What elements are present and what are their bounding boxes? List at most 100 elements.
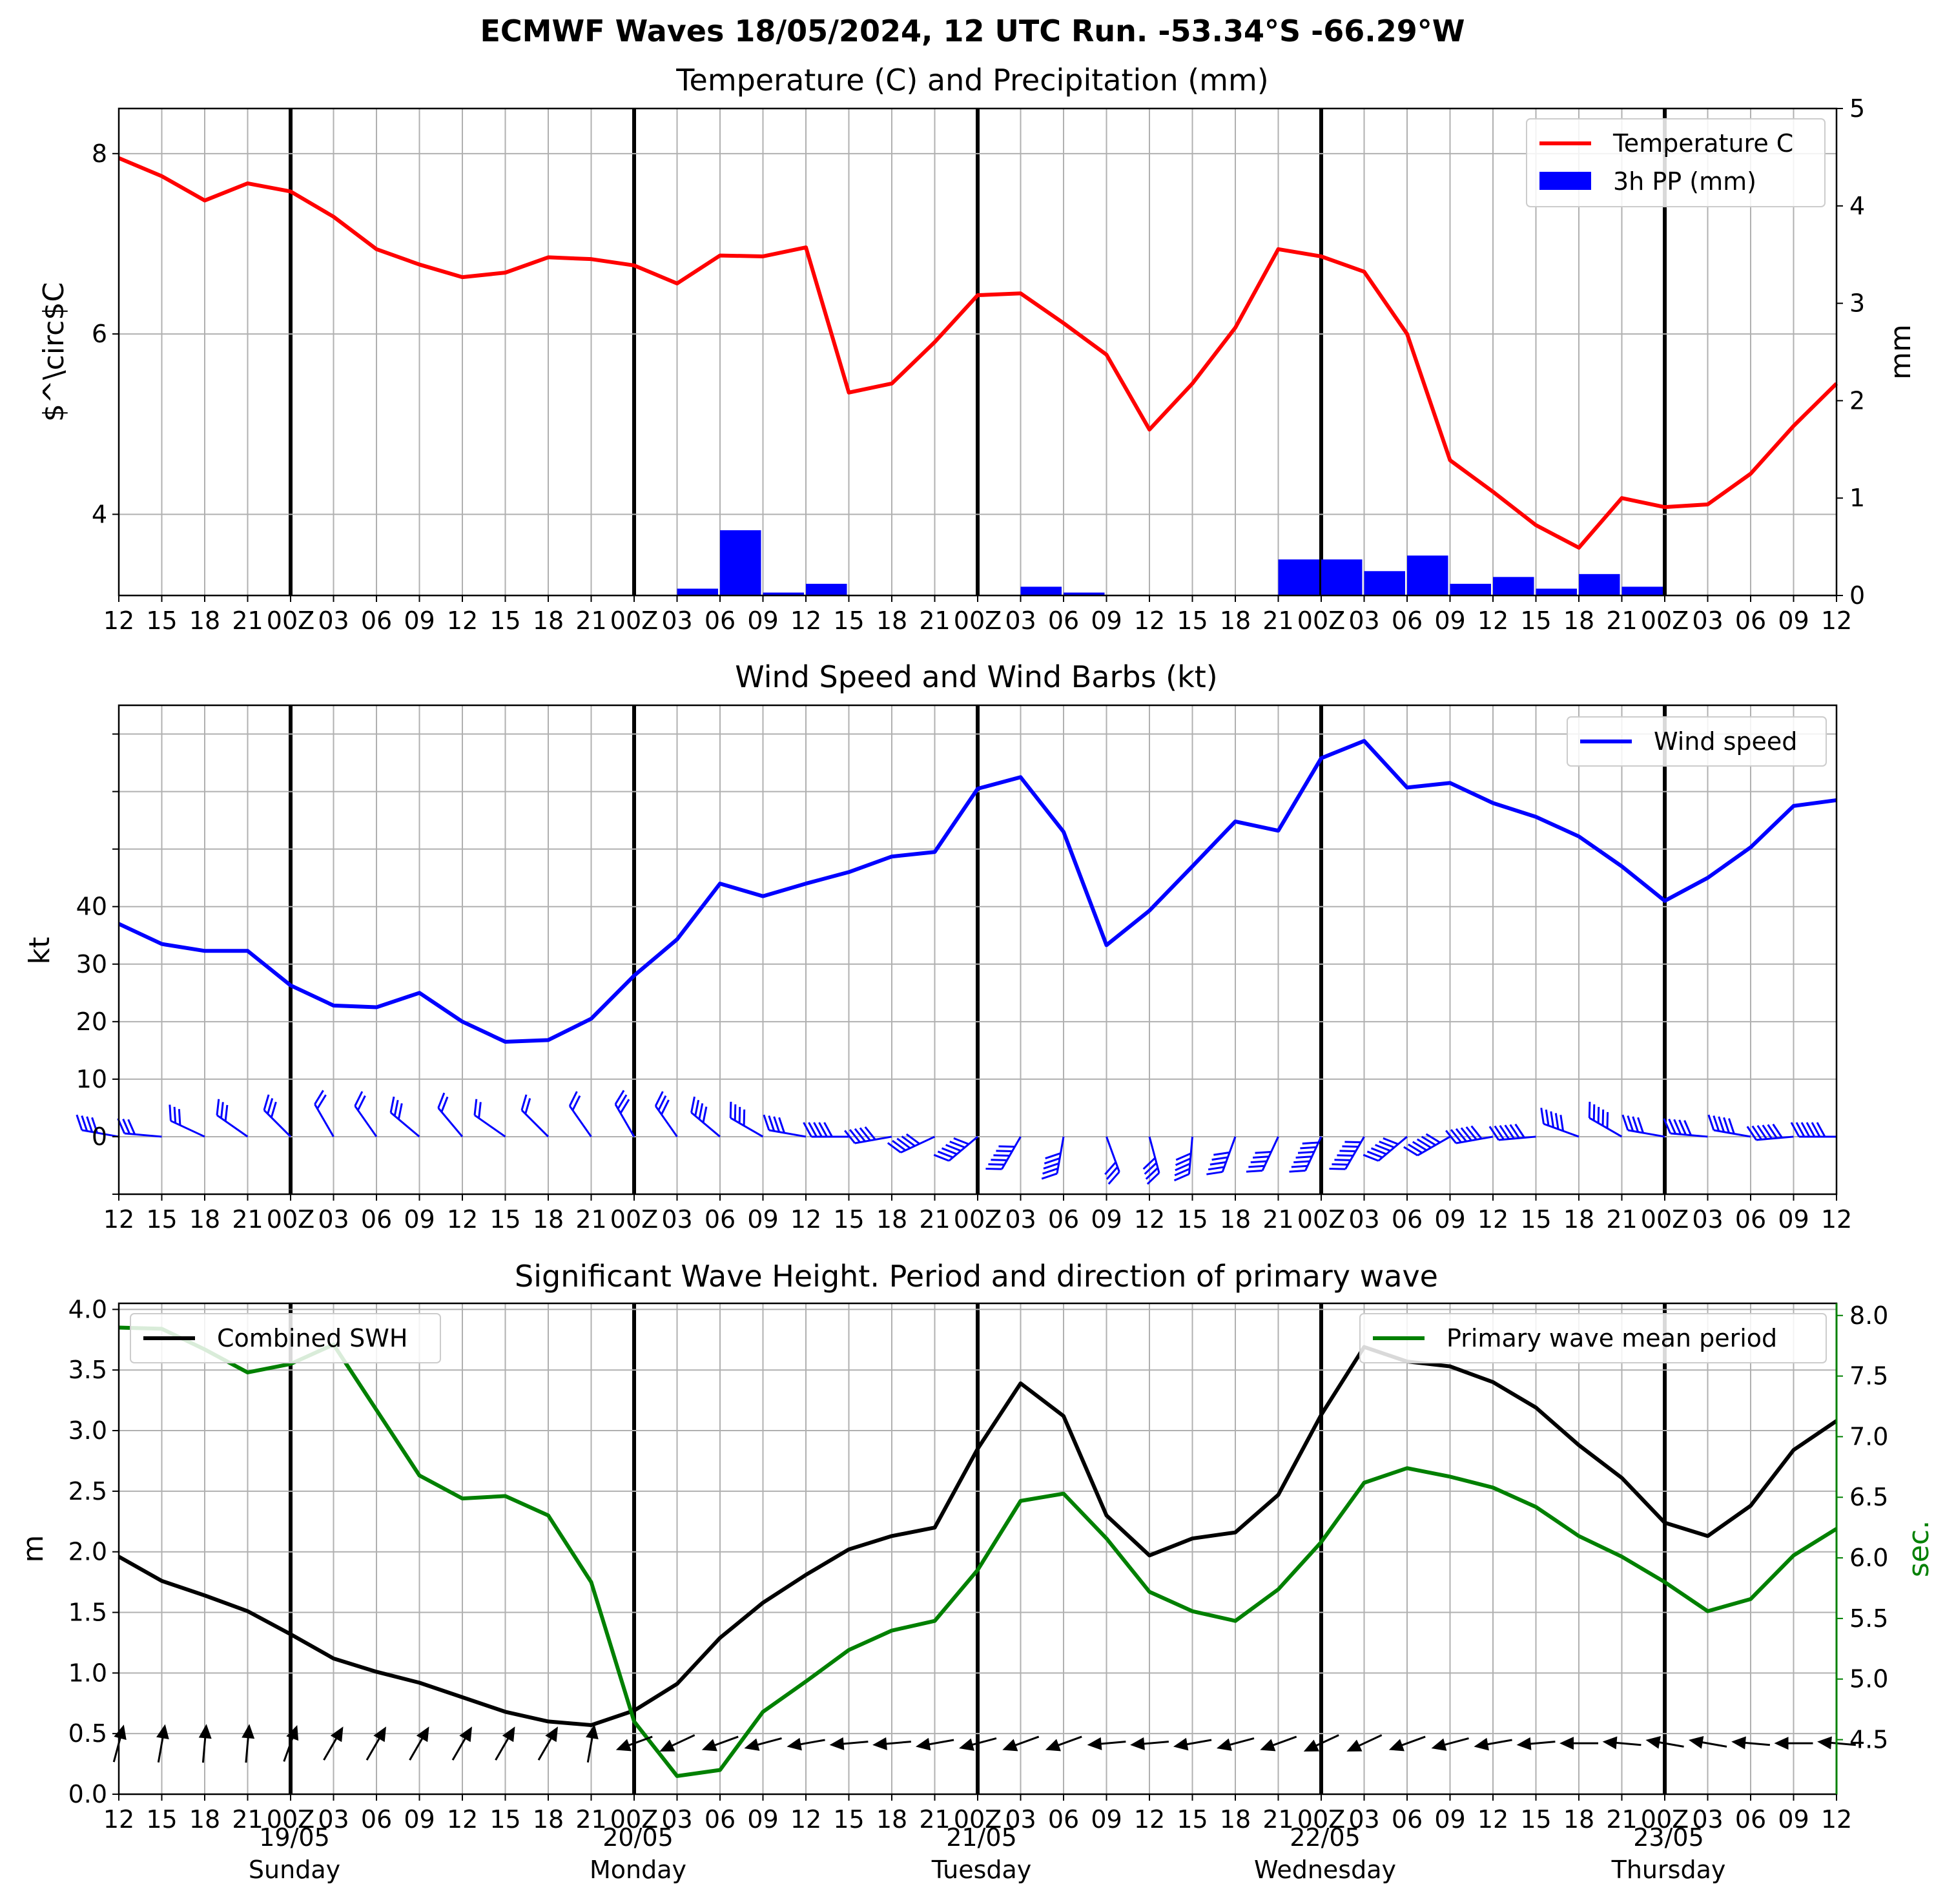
x-tick-label: 21 bbox=[1262, 1205, 1293, 1234]
wind-barb-feather bbox=[478, 1102, 482, 1119]
arrow-head bbox=[156, 1724, 169, 1740]
x-tick-label: 09 bbox=[1091, 1805, 1122, 1834]
arrow-head bbox=[1346, 1739, 1363, 1752]
wind-barb bbox=[437, 1092, 464, 1137]
wave-series bbox=[118, 1325, 1838, 1778]
x-tick-label: 21 bbox=[232, 606, 263, 635]
x-tick-label: 00Z bbox=[1641, 1805, 1689, 1834]
wind-barb-feather bbox=[316, 1094, 327, 1110]
wind-barb-feather bbox=[1043, 1162, 1060, 1170]
wave-direction-arrow bbox=[1303, 1734, 1339, 1752]
wind-barb-feather bbox=[690, 1096, 695, 1113]
x-tick-label: 15 bbox=[146, 606, 177, 635]
day-labels: 19/05 Sunday 20/05 Monday 21/05 Tuesday 22/05 W… bbox=[249, 1823, 1725, 1884]
y-tick-label: 6 bbox=[92, 320, 107, 348]
arrow-head bbox=[1087, 1737, 1102, 1750]
wind-barb-feather bbox=[998, 1145, 1015, 1148]
wind-barb-staff bbox=[900, 1135, 936, 1154]
x-tick-label: 12 bbox=[447, 606, 478, 635]
wind-barb-feather bbox=[1488, 1126, 1499, 1141]
wind-barb-feather bbox=[892, 1139, 907, 1152]
wind-barb-feather bbox=[1145, 1167, 1158, 1180]
wind-barb bbox=[690, 1096, 721, 1138]
wave-direction-arrow bbox=[1774, 1737, 1813, 1750]
right-y-tick-label: 7.5 bbox=[1849, 1362, 1888, 1391]
right-y-tick-label: 1 bbox=[1849, 484, 1865, 512]
x-tick-label: 15 bbox=[489, 1205, 520, 1234]
arrow-head bbox=[1388, 1739, 1405, 1752]
x-tick-label: 12 bbox=[1821, 1205, 1852, 1234]
wind-barb bbox=[1588, 1101, 1623, 1138]
wind-barb-feather bbox=[901, 1135, 916, 1147]
wind-legend: Wind speed bbox=[1567, 716, 1827, 767]
x-tick-label: 12 bbox=[1821, 1805, 1852, 1834]
precipitation-bar bbox=[1621, 586, 1663, 595]
wind-barb-feather bbox=[1727, 1118, 1735, 1134]
wind-barb bbox=[1363, 1135, 1408, 1162]
x-tick-label: 09 bbox=[1434, 1805, 1465, 1834]
wind-barb-feather bbox=[702, 1106, 708, 1123]
x-tick-label: 21 bbox=[575, 1205, 606, 1234]
wind-barb-feather bbox=[993, 1154, 1010, 1157]
temperature-legend-label: Temperature C bbox=[1612, 129, 1793, 158]
arrow-head bbox=[1474, 1737, 1489, 1751]
wave-direction-arrow bbox=[242, 1724, 255, 1763]
wind-barb-feather bbox=[1621, 1114, 1629, 1131]
wind-barb-feather bbox=[859, 1127, 871, 1141]
x-tick-label: 18 bbox=[876, 1805, 907, 1834]
wind-barb bbox=[169, 1104, 205, 1138]
x-tick-label: 06 bbox=[1392, 1205, 1423, 1234]
wind-barb-feather bbox=[778, 1117, 785, 1133]
wind-ticks: 12 15 18 21 00Z 03 06 09 12 15 18 21 00Z 03 06 09 12 15 18… bbox=[76, 733, 1852, 1234]
arrow-head bbox=[744, 1738, 760, 1751]
y-tick-label: 0.0 bbox=[68, 1780, 107, 1808]
y-tick-label: 1.5 bbox=[68, 1599, 107, 1627]
wind-barb bbox=[520, 1094, 550, 1138]
wind-barb-feather bbox=[1751, 1125, 1762, 1141]
wind-barb-feather bbox=[949, 1141, 965, 1149]
arrow-head bbox=[1173, 1737, 1189, 1751]
wind-barb-staff bbox=[1304, 1136, 1322, 1172]
temperature-y-axis-label: $^\circ$C bbox=[37, 282, 70, 422]
x-tick-label: 09 bbox=[747, 1805, 778, 1834]
wind-barb-feather bbox=[1208, 1166, 1225, 1171]
x-tick-label: 15 bbox=[146, 1205, 177, 1234]
wave-y-axis-label: m bbox=[17, 1535, 50, 1563]
wind-barb-staff bbox=[124, 1132, 162, 1138]
arrow-head bbox=[242, 1724, 255, 1739]
precipitation-bar bbox=[1064, 592, 1105, 595]
wind-barb-feather bbox=[1297, 1151, 1315, 1154]
wind-barb-feather bbox=[1174, 1168, 1190, 1177]
wind-barb-feather bbox=[1344, 1141, 1361, 1144]
wind-barb-staff bbox=[520, 1109, 550, 1138]
y-tick-label: 0 bbox=[92, 1123, 107, 1151]
wave-direction-arrow bbox=[586, 1724, 599, 1763]
wind-barb-staff bbox=[655, 1105, 678, 1137]
x-tick-label: 00Z bbox=[267, 1805, 314, 1834]
x-tick-label: 03 bbox=[1348, 606, 1379, 635]
x-tick-label: 06 bbox=[361, 606, 392, 635]
wind-barb-feather bbox=[263, 1094, 270, 1111]
x-tick-label: 09 bbox=[404, 1205, 435, 1234]
wind-barb-feather bbox=[729, 1101, 732, 1118]
wave-direction-arrow bbox=[1173, 1737, 1212, 1751]
x-tick-label: 12 bbox=[790, 1805, 821, 1834]
wave-direction-arrow bbox=[1645, 1735, 1684, 1749]
wind-barb bbox=[803, 1122, 849, 1138]
arrow-head bbox=[1731, 1736, 1746, 1750]
precipitation-bar bbox=[677, 588, 718, 595]
wind-barb bbox=[1104, 1136, 1120, 1185]
x-tick-label: 21 bbox=[1262, 1805, 1293, 1834]
x-tick-label: 09 bbox=[1778, 1805, 1809, 1834]
wind-barb-feather bbox=[356, 1095, 366, 1111]
wind-barb-feather bbox=[698, 1103, 704, 1120]
swh-line bbox=[118, 1345, 1838, 1728]
wind-barb-staff bbox=[1261, 1136, 1279, 1172]
wind-barb-feather bbox=[397, 1103, 403, 1120]
arrow-head bbox=[586, 1724, 599, 1740]
x-tick-label: 21 bbox=[919, 1805, 950, 1834]
x-tick-label: 18 bbox=[189, 1205, 220, 1234]
wind-barb-staff bbox=[1627, 1129, 1665, 1138]
wave-direction-arrow bbox=[1260, 1735, 1297, 1752]
